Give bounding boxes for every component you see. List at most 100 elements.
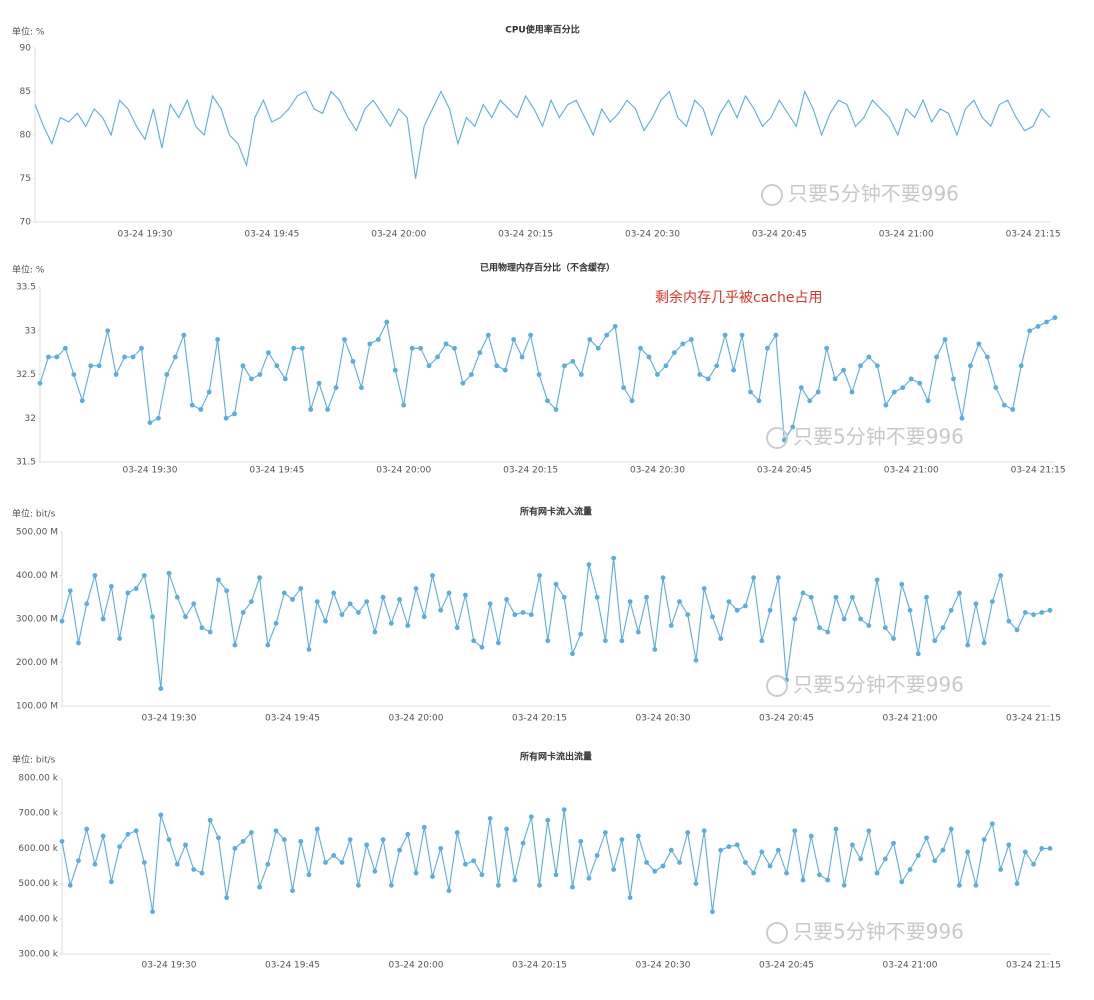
- x-tick-label: 03-24 21:15: [1006, 714, 1061, 724]
- data-point: [37, 380, 43, 386]
- data-point: [216, 577, 221, 583]
- data-point: [663, 363, 669, 369]
- data-point: [88, 363, 94, 369]
- data-point: [274, 363, 280, 369]
- data-point: [479, 644, 485, 650]
- data-point: [693, 881, 699, 886]
- data-point: [325, 407, 330, 412]
- data-point: [899, 581, 905, 587]
- data-point: [973, 601, 979, 607]
- data-point: [981, 837, 987, 842]
- data-point: [832, 376, 838, 382]
- data-point: [207, 817, 213, 823]
- x-tick-label: 03-24 20:30: [630, 466, 685, 476]
- data-point: [323, 860, 328, 865]
- data-point: [948, 607, 954, 613]
- data-point: [767, 607, 773, 613]
- data-point: [199, 625, 205, 631]
- data-point: [808, 594, 814, 600]
- data-point: [578, 372, 584, 377]
- data-point: [384, 319, 390, 325]
- y-tick-label: 85: [20, 87, 31, 97]
- data-point: [866, 623, 872, 628]
- y-tick-label: 75: [20, 174, 31, 184]
- data-point: [668, 623, 674, 628]
- data-point: [430, 573, 435, 578]
- data-point: [594, 853, 600, 858]
- data-point: [421, 614, 427, 620]
- data-point: [825, 877, 831, 883]
- data-point: [976, 341, 982, 347]
- data-point: [452, 345, 457, 351]
- data-point: [948, 826, 954, 832]
- data-point: [536, 372, 542, 377]
- data-point: [392, 367, 398, 373]
- x-tick-label: 03-24 20:00: [376, 466, 431, 476]
- data-point: [316, 380, 322, 386]
- x-tick-label: 03-24 20:45: [759, 961, 814, 971]
- data-point: [586, 562, 592, 568]
- data-point: [932, 638, 938, 644]
- data-point: [139, 345, 144, 351]
- data-point: [998, 867, 1003, 872]
- y-tick-label: 600.00 k: [18, 844, 58, 854]
- data-point: [545, 638, 551, 644]
- data-point: [306, 872, 312, 878]
- data-point: [105, 328, 111, 334]
- data-point: [249, 376, 254, 382]
- data-point: [739, 332, 745, 338]
- data-point: [273, 620, 279, 626]
- data-point: [314, 826, 320, 832]
- data-point: [339, 612, 345, 618]
- y-tick-label: 90: [20, 44, 32, 54]
- data-point: [59, 618, 65, 624]
- data-point: [512, 612, 518, 618]
- data-point: [586, 875, 592, 881]
- data-point: [356, 610, 361, 615]
- data-point: [291, 345, 297, 351]
- data-point: [409, 345, 415, 351]
- data-point: [375, 337, 381, 342]
- data-point: [282, 376, 288, 382]
- data-point: [405, 831, 411, 837]
- data-point: [891, 840, 896, 846]
- data-point: [882, 856, 888, 862]
- y-tick-label: 300.00 M: [16, 615, 58, 625]
- data-point: [545, 817, 551, 823]
- data-point: [485, 332, 491, 338]
- watermark: 只要5分钟不要996: [793, 425, 964, 449]
- data-point: [629, 398, 635, 404]
- data-point: [652, 647, 658, 652]
- series-line: [34, 89, 1051, 179]
- data-point: [76, 640, 81, 646]
- data-point: [71, 372, 77, 377]
- data-point: [495, 882, 501, 888]
- x-tick-label: 03-24 19:45: [265, 961, 320, 971]
- x-tick-label: 03-24 21:00: [883, 961, 938, 971]
- x-tick-label: 03-24 20:15: [512, 714, 567, 724]
- y-tick-label: 80: [20, 131, 32, 141]
- data-point: [504, 597, 509, 602]
- x-tick-label: 03-24 21:00: [884, 466, 939, 476]
- data-point: [1014, 627, 1020, 633]
- data-point: [537, 573, 542, 578]
- data-point: [561, 807, 567, 813]
- y-tick-label: 300.00 k: [18, 950, 58, 960]
- data-point: [833, 594, 839, 600]
- data-point: [281, 837, 287, 842]
- data-point: [198, 407, 204, 412]
- data-point: [314, 599, 320, 604]
- data-point: [468, 372, 474, 377]
- x-tick-label: 03-24 21:15: [1011, 466, 1066, 476]
- data-point: [405, 623, 411, 628]
- data-point: [331, 590, 337, 596]
- data-point: [183, 842, 188, 848]
- data-point: [150, 614, 155, 620]
- data-point: [742, 603, 748, 609]
- data-point: [495, 640, 501, 646]
- data-point: [1031, 612, 1036, 618]
- data-point: [790, 424, 796, 430]
- data-point: [141, 573, 147, 578]
- data-point: [553, 581, 559, 587]
- x-tick-label: 03-24 20:30: [636, 961, 691, 971]
